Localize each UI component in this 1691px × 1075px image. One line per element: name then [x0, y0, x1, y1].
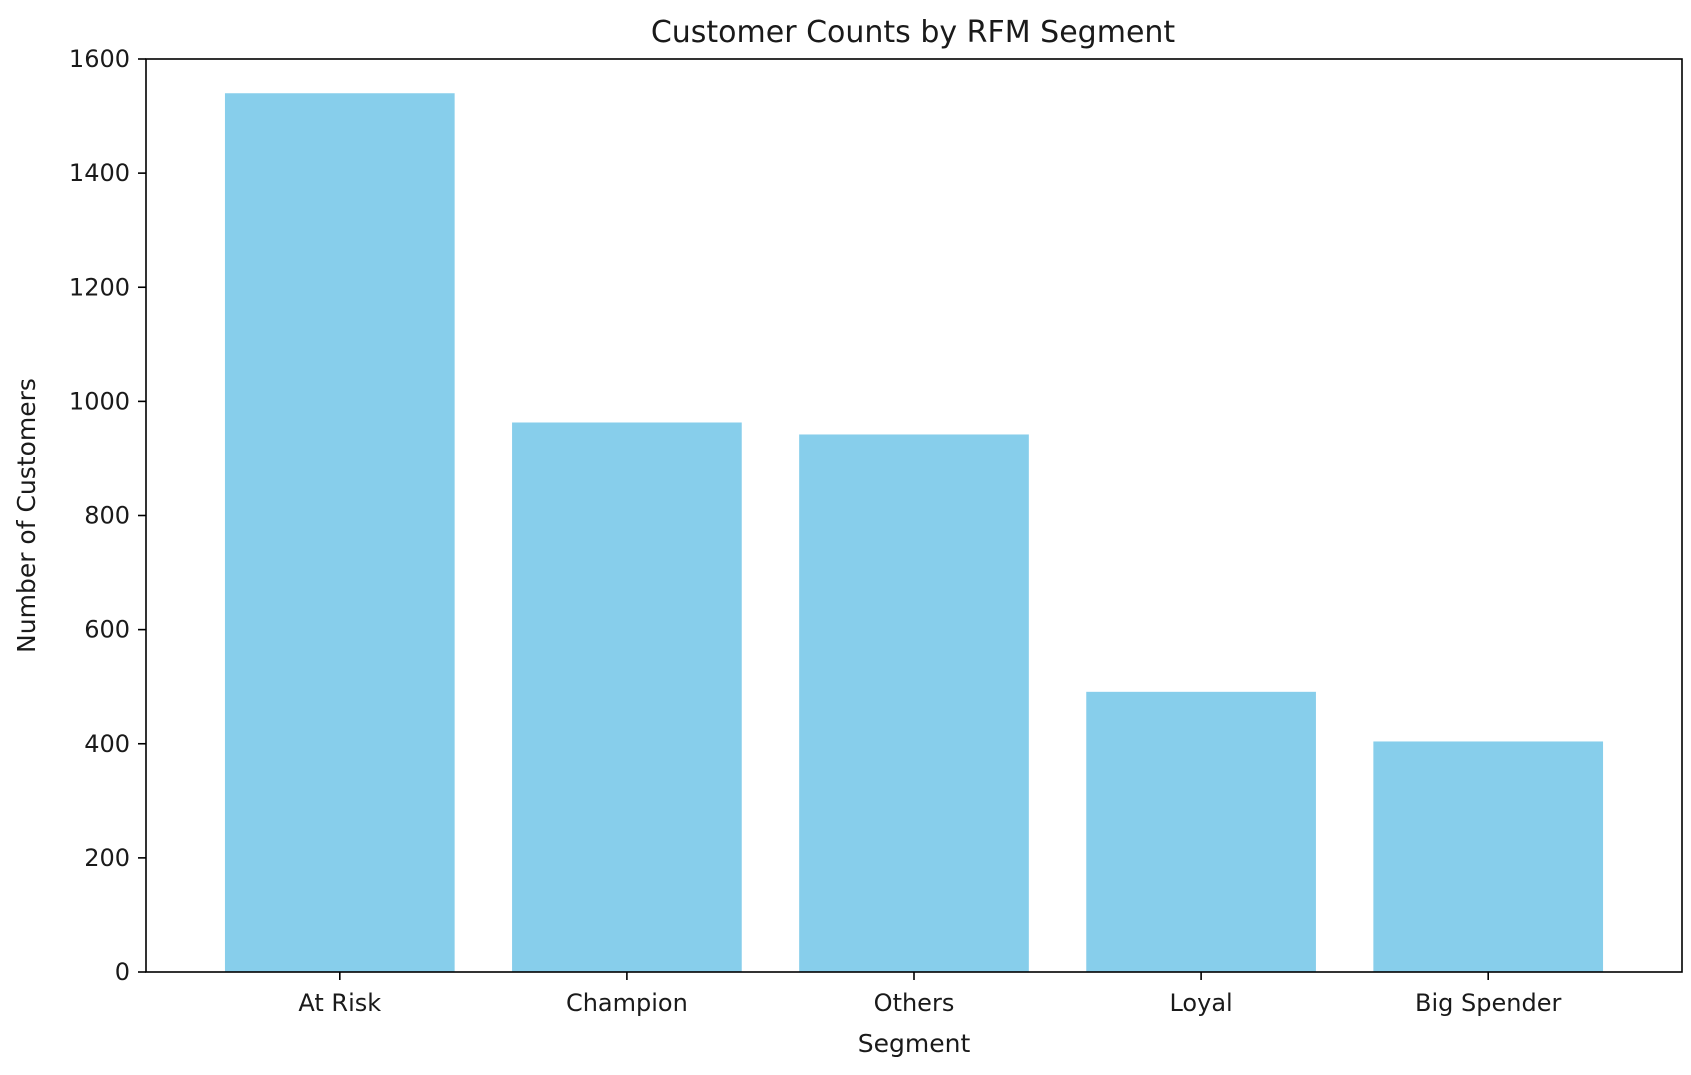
- y-tick-label: 200: [84, 844, 130, 872]
- bars-group: [224, 93, 1604, 973]
- bar-champion: [512, 422, 742, 972]
- y-tick-label: 1000: [69, 387, 130, 415]
- y-tick-label: 0: [115, 958, 130, 986]
- x-tick-label: Others: [874, 989, 955, 1017]
- plot-frame: [145, 58, 1683, 973]
- x-axis-title: Segment: [858, 1029, 971, 1058]
- y-tick-label: 1600: [69, 45, 130, 73]
- bar-big-spender: [1373, 741, 1604, 972]
- y-axis-title: Number of Customers: [12, 378, 41, 653]
- bar-others: [799, 434, 1029, 972]
- x-tick-label: Big Spender: [1415, 989, 1561, 1017]
- x-tick-label: Loyal: [1169, 989, 1232, 1017]
- y-tick-label: 400: [84, 730, 130, 758]
- y-tick-label: 1400: [69, 159, 130, 187]
- x-tick-label: At Risk: [298, 989, 381, 1017]
- bar-loyal: [1086, 691, 1316, 972]
- x-axis-ticks: At Risk Champion Others Loyal Big Spender: [298, 972, 1561, 1017]
- bar-at-risk: [224, 93, 455, 973]
- x-tick-label: Champion: [566, 989, 688, 1017]
- y-axis-ticks: 0 200 400 600 800 1000 1200 1400 1600: [69, 45, 146, 986]
- chart-title: Customer Counts by RFM Segment: [651, 15, 1176, 50]
- y-tick-label: 800: [84, 502, 130, 530]
- y-tick-label: 600: [84, 616, 130, 644]
- y-tick-label: 1200: [69, 273, 130, 301]
